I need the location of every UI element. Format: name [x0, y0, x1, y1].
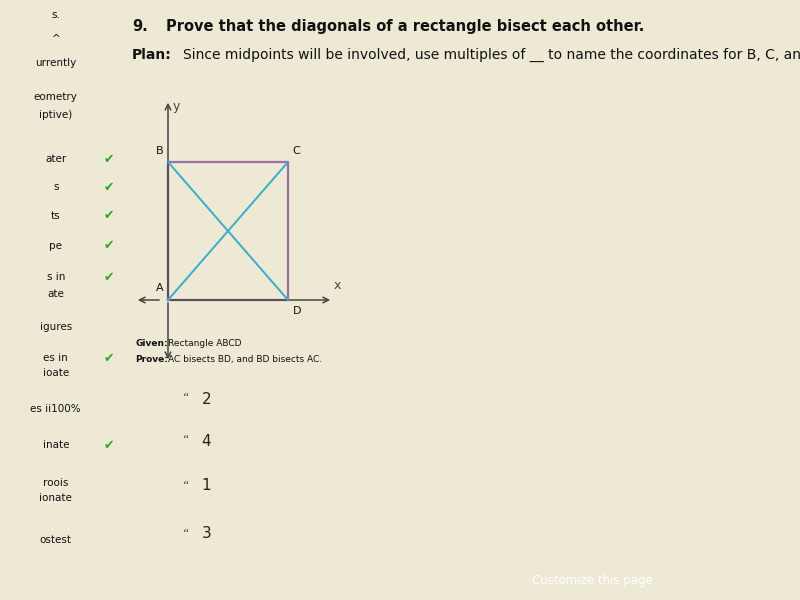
Text: ioate: ioate [42, 368, 69, 378]
Text: ts: ts [51, 211, 61, 221]
Text: ostest: ostest [40, 535, 72, 545]
Text: urrently: urrently [35, 58, 77, 68]
Text: s.: s. [51, 10, 60, 20]
Text: “: “ [183, 527, 190, 541]
Text: inate: inate [42, 440, 69, 450]
Text: x: x [334, 279, 341, 292]
Text: es in: es in [43, 353, 68, 363]
Text: AC bisects BD, and BD bisects AC.: AC bisects BD, and BD bisects AC. [168, 355, 322, 364]
Text: Rectangle ABCD: Rectangle ABCD [168, 338, 242, 347]
Text: ✔: ✔ [104, 352, 114, 365]
Text: C: C [293, 146, 301, 157]
Text: roois: roois [43, 478, 69, 488]
Text: Plan:: Plan: [132, 48, 172, 62]
Text: eometry: eometry [34, 92, 78, 102]
Text: ✔: ✔ [104, 181, 114, 194]
Text: 2: 2 [202, 391, 211, 407]
Text: ionate: ionate [39, 493, 72, 503]
Text: 1: 1 [202, 479, 211, 493]
Text: “: “ [183, 479, 190, 493]
Text: s in: s in [46, 272, 65, 282]
Text: D: D [293, 305, 302, 316]
Text: B: B [155, 146, 163, 157]
Text: pe: pe [50, 241, 62, 251]
Text: ✔: ✔ [104, 239, 114, 253]
Text: ✔: ✔ [104, 271, 114, 284]
Text: es ii100%: es ii100% [30, 404, 81, 414]
Text: ater: ater [45, 154, 66, 164]
Text: iptive): iptive) [39, 110, 73, 120]
Text: 3: 3 [202, 527, 211, 541]
Text: s: s [53, 182, 58, 192]
Text: Given:: Given: [135, 338, 168, 347]
Text: Since midpoints will be involved, use multiples of __ to name the coordinates fo: Since midpoints will be involved, use mu… [183, 48, 800, 62]
Text: “: “ [183, 392, 190, 406]
Text: Prove:: Prove: [135, 355, 168, 364]
Text: ate: ate [47, 289, 64, 299]
Text: ^: ^ [51, 34, 60, 44]
Text: Customize this page: Customize this page [531, 574, 653, 587]
Text: A: A [155, 283, 163, 293]
Text: “: “ [183, 434, 190, 448]
Text: 4: 4 [202, 433, 211, 449]
Text: 9.: 9. [132, 19, 148, 34]
Text: Prove that the diagonals of a rectangle bisect each other.: Prove that the diagonals of a rectangle … [166, 19, 644, 34]
Text: y: y [173, 100, 180, 113]
Text: ✔: ✔ [104, 439, 114, 452]
Text: igures: igures [40, 322, 72, 332]
Text: ✔: ✔ [104, 152, 114, 166]
Text: ✔: ✔ [104, 209, 114, 223]
